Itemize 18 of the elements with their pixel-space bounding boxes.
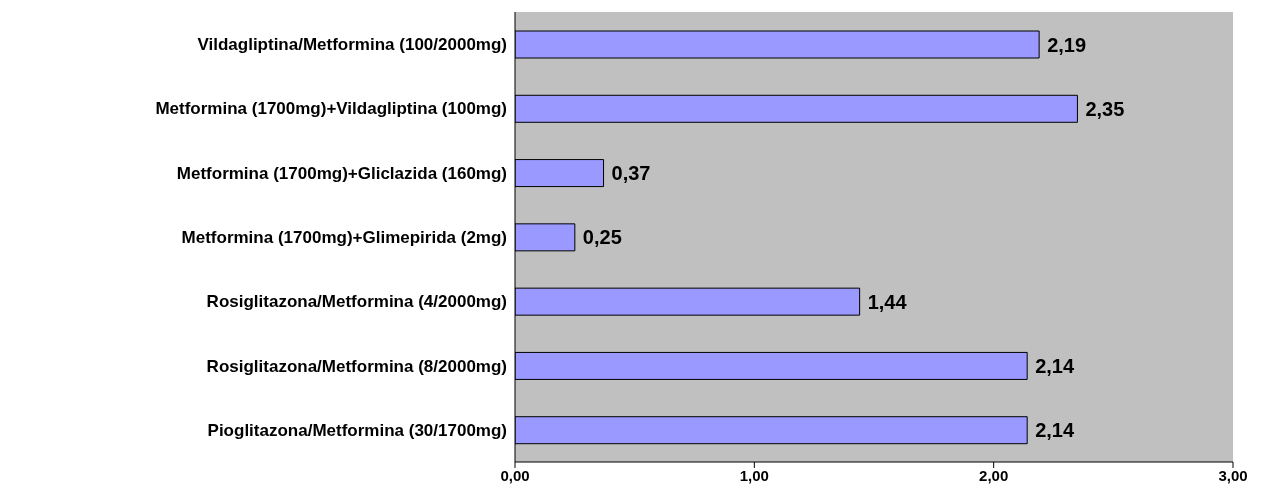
x-tick-label: 2,00	[979, 466, 1009, 484]
data-label: 2,14	[1035, 419, 1075, 442]
data-label: 0,25	[582, 226, 622, 249]
y-tick-label: Rosiglitazona/Metformina (8/2000mg)	[206, 356, 507, 376]
data-label: 1,44	[867, 290, 908, 313]
data-label: 0,37	[611, 162, 651, 185]
data-label: 2,19	[1047, 33, 1087, 56]
x-tick-label: 0,00	[500, 466, 530, 484]
data-label: 2,35	[1085, 97, 1125, 120]
x-tick-label: 3,00	[1218, 466, 1248, 484]
x-tick-label: 1,00	[739, 466, 769, 484]
y-tick-label: Rosiglitazona/Metformina (4/2000mg)	[206, 292, 507, 312]
y-tick-label: Metformina (1700mg)+Gliclazida (160mg)	[176, 163, 507, 183]
y-tick-label: Metformina (1700mg)+Glimepirida (2mg)	[181, 228, 507, 248]
data-label: 2,14	[1035, 355, 1075, 378]
y-tick-label: Metformina (1700mg)+Vildagliptina (100mg)	[155, 99, 507, 119]
y-tick-label: Vildagliptina/Metformina (100/2000mg)	[197, 35, 507, 55]
y-tick-label: Pioglitazona/Metformina (30/1700mg)	[207, 420, 507, 440]
